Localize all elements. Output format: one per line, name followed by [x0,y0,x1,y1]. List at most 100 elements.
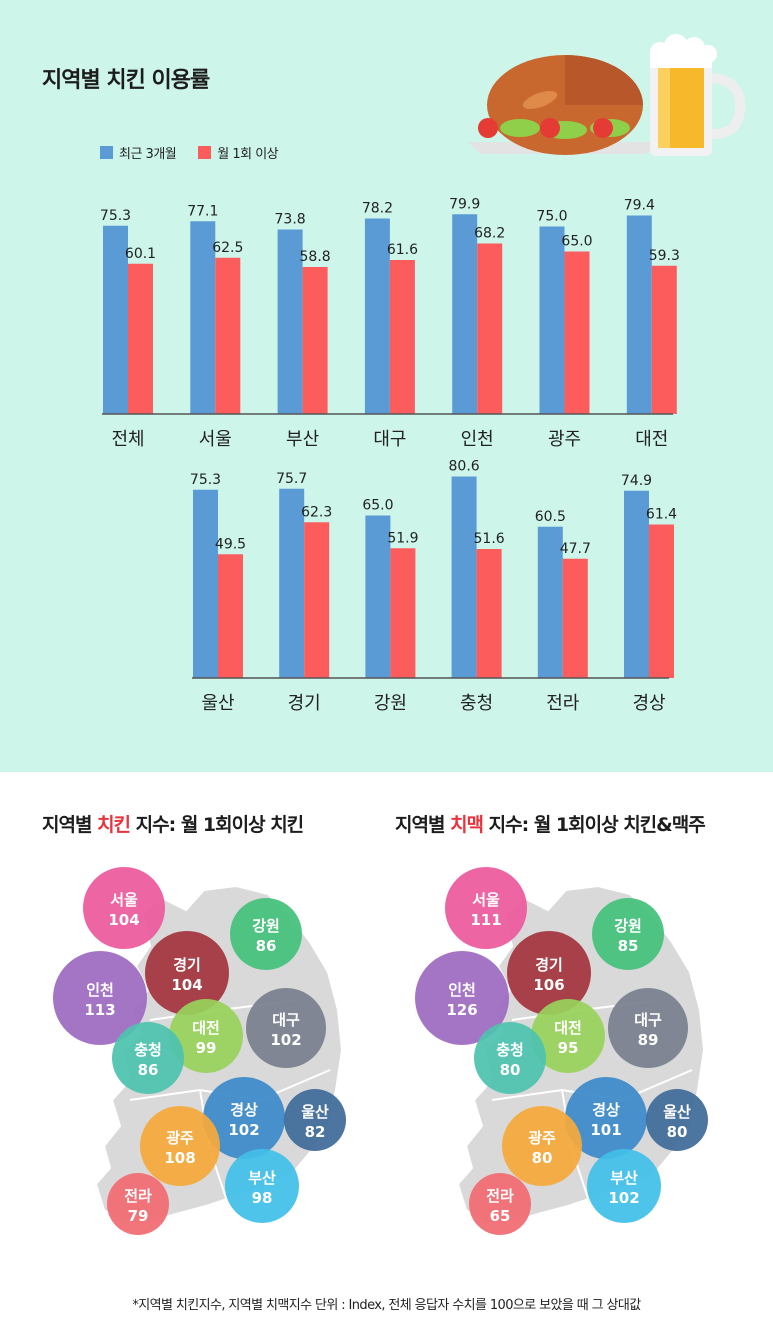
bar-경상-monthly [649,524,674,678]
bar-대구-recent [364,218,390,414]
bubble-경상 [203,1077,285,1159]
value-label: 80.6 [449,459,480,475]
category-label: 광주 [548,429,581,450]
bar-경기-monthly [304,522,330,678]
bar-인천-recent [452,214,478,414]
chicken-beer-illustration [468,34,746,156]
bubble-인천 [53,951,147,1045]
value-label: 65.0 [561,234,592,250]
map-title-chicken: 지역별 치킨 지수: 월 1회이상 치킨 [42,810,305,837]
bubble-region-label: 서울 [110,891,138,909]
bar-전라-recent [537,526,563,678]
bubble-value-label: 106 [533,976,564,994]
category-label: 전체 [111,429,144,450]
bubble-region-label: 울산 [663,1103,691,1121]
bubble-region-label: 강원 [252,917,280,935]
bubble-value-label: 104 [171,976,202,994]
bubble-value-label: 102 [228,1121,259,1139]
bubble-value-label: 104 [108,911,139,929]
value-label: 61.6 [387,242,418,258]
bubble-경상 [565,1077,647,1159]
bar-강원-recent [365,515,391,678]
bubble-region-label: 대전 [554,1019,582,1037]
category-label: 전라 [546,693,580,714]
bubble-value-label: 98 [252,1189,273,1207]
bar-대전-recent [626,215,652,414]
bubble-value-label: 80 [667,1123,688,1141]
bar-부산-monthly [302,267,328,414]
bubble-전라 [107,1173,169,1235]
bubble-value-label: 65 [490,1207,511,1225]
bar-chart: 75.3 60.1 전체 77.1 62.5 서울 73.8 58.8 부산 78.2 61.6 대구… [100,196,680,714]
category-label: 서울 [199,429,232,450]
map-title-prefix: 지역별 [395,814,451,836]
value-label: 62.3 [301,504,332,520]
value-label: 79.4 [624,198,655,214]
bar-광주-recent [539,226,565,414]
map-title-highlight: 치킨 [97,814,131,836]
value-label: 74.9 [621,473,652,489]
bubble-value-label: 113 [84,1001,115,1019]
bubble-광주 [140,1106,220,1186]
bubble-region-label: 울산 [301,1103,329,1121]
bar-대구-monthly [389,260,415,414]
bubble-경기 [507,931,591,1015]
value-label: 47.7 [560,541,591,557]
bubble-region-label: 광주 [166,1129,194,1147]
bubble-부산 [225,1149,299,1223]
bubble-region-label: 강원 [614,917,642,935]
legend-swatch-recent [100,146,113,159]
value-label: 62.5 [212,240,243,256]
map-title-suffix: 지수: 월 1회이상 치킨 [130,814,305,836]
bubble-대구 [246,988,326,1068]
bubble-전라 [469,1173,531,1235]
bubble-value-label: 79 [128,1207,149,1225]
bubble-value-label: 86 [138,1061,159,1079]
bar-충청-recent [451,476,477,678]
bar-충청-monthly [476,549,502,678]
bubble-value-label: 102 [608,1189,639,1207]
bar-울산-recent [193,489,218,678]
bubble-value-label: 102 [270,1031,301,1049]
bubble-value-label: 111 [470,911,501,929]
bubble-서울 [83,867,165,949]
legend-swatch-monthly [198,146,212,159]
bubble-경기 [145,931,229,1015]
value-label: 78.2 [362,201,393,217]
bubble-map-chimaek: 서울 111 강원 85 경기 106 인천 126 대구 89 대전 95 충청 80 경상 101 울산 80… [415,867,708,1235]
bubble-region-label: 경상 [230,1101,258,1119]
bubble-서울 [445,867,527,949]
map-title-prefix: 지역별 [42,814,98,836]
bar-경기-recent [279,488,305,678]
bubble-region-label: 서울 [472,891,500,909]
bar-전라-monthly [562,558,588,678]
bubble-region-label: 경상 [592,1101,620,1119]
value-label: 75.3 [100,208,131,224]
bubble-value-label: 82 [305,1123,326,1141]
bar-대전-monthly [651,265,677,414]
bubble-region-label: 전라 [124,1187,152,1205]
bubble-region-label: 대전 [192,1019,220,1037]
chart-title: 지역별 치킨 이용률 [42,68,210,93]
bubble-value-label: 80 [532,1149,553,1167]
bubble-region-label: 대구 [272,1011,300,1029]
bubble-value-label: 85 [618,937,639,955]
value-label: 49.5 [215,536,246,552]
value-label: 79.9 [449,196,480,212]
bar-전체-monthly [128,263,153,414]
bubble-region-label: 경기 [535,956,563,974]
map-title-chimaek: 지역별 치맥 지수: 월 1회이상 치킨&맥주 [395,810,706,837]
value-label: 75.7 [276,471,307,487]
value-label: 51.9 [387,530,418,546]
value-label: 61.4 [646,507,677,523]
bubble-충청 [474,1022,546,1094]
value-label: 51.6 [474,531,505,547]
bar-부산-recent [277,229,303,414]
value-label: 75.0 [536,209,567,225]
category-label: 인천 [461,429,494,450]
bubble-value-label: 89 [638,1031,659,1049]
legend-item-recent: 최근 3개월 [100,143,177,162]
bubble-강원 [592,898,664,970]
value-label: 73.8 [275,212,306,228]
bubble-value-label: 95 [558,1039,579,1057]
